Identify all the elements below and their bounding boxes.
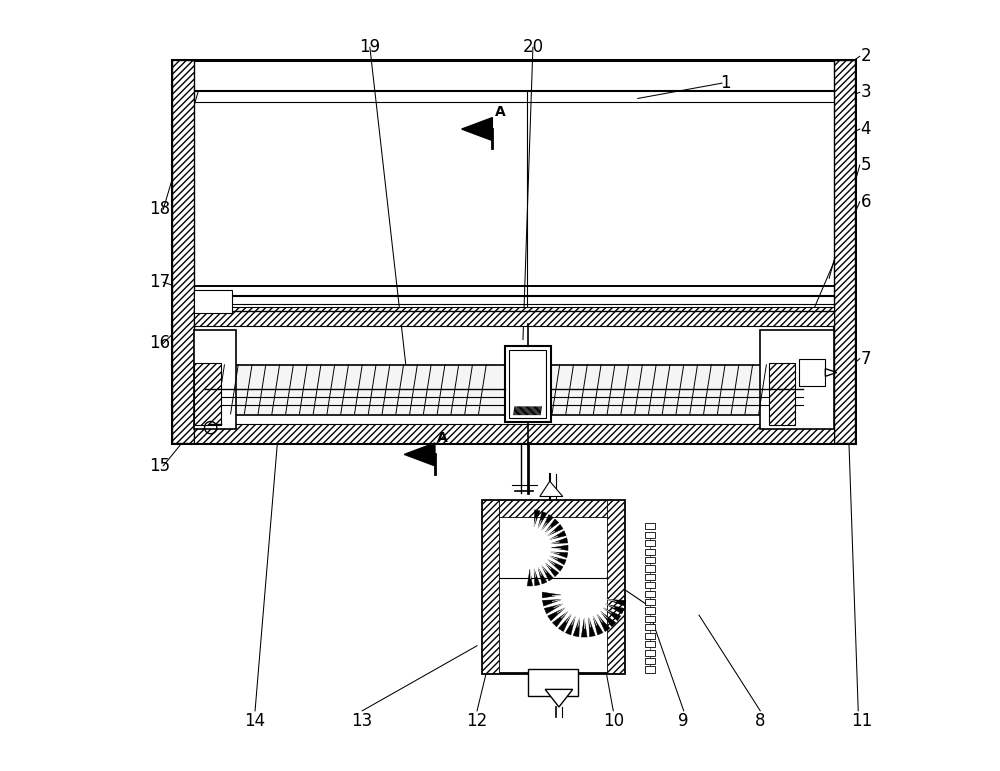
Text: 7: 7 [861, 350, 871, 368]
Circle shape [570, 581, 598, 609]
Polygon shape [538, 511, 547, 528]
Polygon shape [542, 514, 553, 530]
Polygon shape [593, 616, 603, 635]
Bar [205, 365, 511, 415]
Text: 1: 1 [720, 74, 731, 93]
Text: 16: 16 [149, 335, 170, 352]
Bar [482, 500, 624, 672]
Bar [799, 359, 825, 386]
Bar [482, 500, 624, 517]
Polygon shape [545, 689, 573, 707]
Text: 6: 6 [861, 193, 871, 210]
Polygon shape [404, 443, 435, 466]
Polygon shape [607, 600, 626, 606]
Polygon shape [565, 616, 575, 635]
Polygon shape [589, 618, 595, 637]
Bar [194, 309, 834, 443]
Bar [645, 524, 655, 530]
Polygon shape [551, 552, 568, 558]
Bar [172, 60, 855, 443]
Text: A: A [495, 105, 505, 120]
Bar [645, 574, 655, 580]
Polygon shape [542, 566, 553, 581]
Polygon shape [534, 510, 540, 527]
Bar [172, 60, 194, 443]
Text: 20: 20 [522, 39, 543, 56]
Text: 18: 18 [149, 200, 170, 218]
Text: 9: 9 [678, 712, 689, 730]
Bar [509, 350, 546, 418]
Polygon shape [600, 611, 616, 627]
Bar [645, 650, 655, 655]
Polygon shape [545, 563, 559, 577]
Text: A: A [437, 430, 448, 445]
Polygon shape [527, 569, 533, 586]
Bar [645, 625, 655, 631]
Polygon shape [542, 592, 561, 598]
Polygon shape [538, 567, 547, 584]
Bar [505, 345, 551, 423]
Polygon shape [550, 530, 566, 540]
Bar [194, 330, 236, 429]
Polygon shape [548, 560, 563, 571]
Text: 15: 15 [149, 457, 170, 475]
Polygon shape [551, 537, 568, 544]
Text: 17: 17 [149, 273, 170, 291]
Bar [645, 599, 655, 605]
Bar [645, 582, 655, 588]
Bar [645, 565, 655, 571]
Bar [645, 548, 655, 554]
Bar [769, 363, 795, 425]
Bar [607, 500, 624, 672]
Polygon shape [581, 618, 587, 637]
Text: 8: 8 [755, 712, 766, 730]
Polygon shape [597, 614, 610, 631]
Bar [645, 633, 655, 639]
Bar [645, 641, 655, 648]
Bar [645, 658, 655, 664]
Polygon shape [558, 614, 571, 631]
Bar [645, 608, 655, 614]
Polygon shape [551, 545, 568, 550]
Polygon shape [534, 569, 540, 586]
Text: 2: 2 [861, 47, 871, 66]
Polygon shape [552, 611, 568, 627]
Bar [645, 591, 655, 597]
Bar [528, 365, 803, 415]
Polygon shape [540, 481, 563, 497]
Bar [194, 290, 232, 313]
Circle shape [516, 534, 544, 561]
Polygon shape [542, 600, 562, 606]
Bar [482, 500, 499, 672]
Bar [645, 666, 655, 672]
Text: 3: 3 [861, 83, 871, 101]
Text: 19: 19 [359, 39, 380, 56]
Polygon shape [548, 608, 565, 621]
Bar [645, 540, 655, 546]
Text: 10: 10 [603, 712, 624, 730]
Bar [194, 363, 221, 425]
Polygon shape [603, 608, 621, 621]
Polygon shape [544, 604, 563, 614]
Polygon shape [573, 618, 580, 637]
Polygon shape [545, 519, 559, 533]
Bar [645, 616, 655, 622]
Bar [194, 424, 834, 443]
Polygon shape [462, 118, 492, 140]
Polygon shape [548, 524, 563, 536]
Text: 14: 14 [244, 712, 266, 730]
Polygon shape [550, 556, 566, 565]
Bar [528, 668, 578, 695]
Text: 12: 12 [466, 712, 488, 730]
Bar [834, 60, 855, 443]
Polygon shape [605, 604, 624, 614]
Text: 13: 13 [352, 712, 373, 730]
Bar [645, 532, 655, 538]
Text: 11: 11 [851, 712, 872, 730]
Bar [645, 557, 655, 563]
Text: 4: 4 [861, 120, 871, 138]
Text: 5: 5 [861, 156, 871, 174]
Bar [194, 307, 834, 326]
Bar [760, 330, 834, 429]
